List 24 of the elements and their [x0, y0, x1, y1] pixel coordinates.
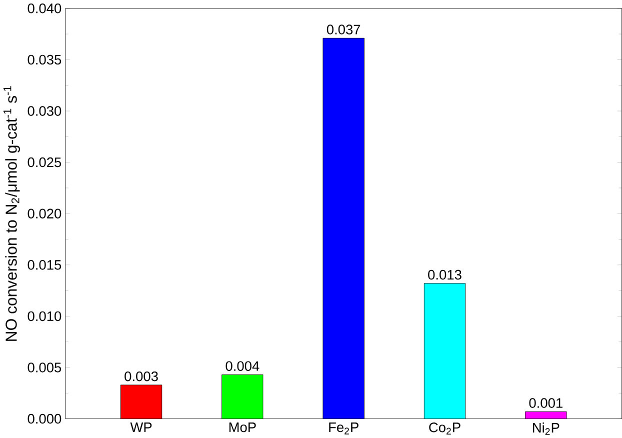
x-tick-label: Fe$_{2}$P: [329, 422, 358, 434]
y-tick-label: 0.015: [28, 260, 62, 270]
bar: [424, 282, 466, 419]
y-tick-label: 0.010: [28, 311, 62, 321]
x-tick-label: MoP: [229, 422, 256, 432]
bar: [525, 411, 567, 419]
data-label: 0.001: [529, 398, 562, 408]
data-label: 0.037: [326, 24, 360, 34]
x-tick-label: Co$_{2}$P: [429, 422, 460, 434]
data-label: 0.003: [124, 371, 158, 382]
y-tick-label: 0.040: [28, 3, 62, 14]
y-tick-label: 0.025: [28, 157, 62, 167]
y-tick-label: 0.030: [28, 106, 62, 116]
bar: [222, 374, 264, 419]
x-tick-label: WP: [130, 422, 152, 432]
y-tick-label: 0.005: [28, 362, 62, 372]
y-tick-label: 0.000: [28, 414, 62, 424]
x-tick-label: Ni$_{2}$P: [533, 422, 560, 435]
y-axis-title: NO conversion to N$_{2}$/μmol g-cat$^{-1}$ s$^{-1}$: [4, 86, 20, 341]
bar: [120, 384, 162, 419]
data-label: 0.013: [428, 270, 462, 280]
data-label: 0.004: [226, 361, 260, 371]
y-tick-label: 0.035: [28, 54, 62, 64]
y-tick-label: 0.020: [28, 208, 62, 218]
